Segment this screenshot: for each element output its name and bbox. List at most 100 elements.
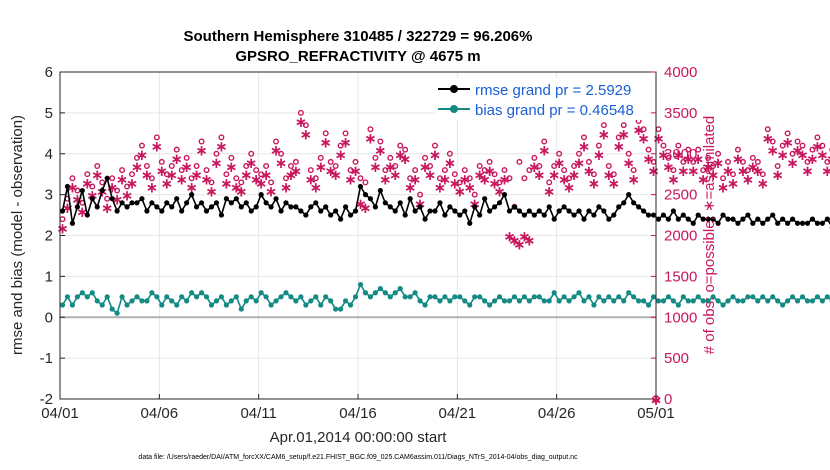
rmse-marker: [526, 208, 532, 214]
assimilated-obs-marker: ∗: [791, 143, 804, 160]
bias-marker: [362, 290, 369, 296]
rmse-marker: [134, 200, 140, 206]
bias-marker: [636, 298, 642, 304]
rmse-marker: [278, 208, 284, 214]
bias-marker: [382, 290, 388, 296]
possible-obs-marker: [382, 167, 389, 174]
rmse-marker: [785, 220, 791, 226]
bias-marker: [238, 306, 244, 312]
bias-marker: [189, 290, 195, 296]
possible-obs-marker: [397, 142, 404, 149]
possible-obs-marker: [734, 146, 741, 153]
possible-obs-marker: [143, 163, 150, 170]
bias-marker: [491, 298, 498, 304]
possible-obs-marker: [332, 163, 339, 170]
bias-marker: [179, 294, 185, 300]
possible-obs-marker: [168, 163, 175, 170]
bias-marker: [814, 294, 821, 300]
possible-obs-marker: [739, 158, 746, 165]
assimilated-obs-marker: ∗: [642, 151, 655, 168]
bias-marker: [640, 298, 647, 304]
possible-obs-marker: [422, 154, 429, 161]
bias-marker: [531, 294, 537, 300]
assimilated-obs-marker: ∗: [66, 179, 79, 196]
x-tick-label: 04/11: [240, 405, 276, 422]
possible-obs-marker: [531, 154, 538, 161]
assimilated-obs-marker: ∗: [518, 229, 531, 246]
possible-obs-marker: [273, 138, 280, 145]
rmse-marker: [645, 212, 652, 218]
assimilated-obs-marker: ∗: [424, 167, 437, 184]
bias-marker: [313, 294, 319, 300]
assimilated-obs-marker: ∗: [255, 175, 268, 192]
assimilated-obs-marker: ∗: [195, 143, 208, 160]
bias-marker: [323, 294, 329, 300]
rmse-marker: [243, 200, 249, 206]
bias-marker: [596, 294, 602, 300]
possible-obs-marker: [342, 130, 349, 137]
bias-marker: [149, 290, 155, 296]
possible-obs-marker: [461, 167, 468, 174]
assimilated-obs-marker: ∗: [627, 171, 640, 188]
possible-obs-marker: [814, 134, 821, 141]
assimilated-obs-marker: ∗: [533, 167, 546, 184]
assimilated-obs-marker: ∗: [56, 220, 69, 237]
bias-marker: [144, 298, 150, 304]
rmse-marker: [462, 208, 468, 214]
assimilated-obs-marker: ∗: [295, 114, 308, 131]
rmse-marker: [626, 192, 632, 198]
assimilated-obs-marker: ∗: [647, 163, 660, 180]
rmse-marker: [298, 208, 304, 214]
possible-obs-marker: [427, 163, 434, 170]
bias-marker: [546, 298, 552, 304]
possible-obs-marker: [133, 154, 140, 161]
bias-marker: [169, 298, 175, 304]
assimilated-obs-marker: ∗: [126, 175, 139, 192]
assimilated-obs-marker: ∗: [607, 175, 620, 192]
bias-marker: [824, 294, 830, 300]
bias-marker: [437, 298, 443, 304]
bias-marker: [442, 294, 448, 300]
possible-obs-marker: [178, 167, 185, 174]
rmse-marker: [571, 212, 577, 218]
possible-obs-marker: [690, 158, 697, 165]
possible-obs-marker: [148, 175, 155, 182]
assimilated-obs-marker: ∗: [558, 171, 571, 188]
bias-marker: [79, 290, 85, 296]
legend-bias-marker: [450, 105, 458, 113]
bias-marker: [482, 298, 488, 304]
rmse-marker: [536, 208, 542, 214]
assimilated-obs-marker: ∗: [568, 167, 581, 184]
rmse-marker: [208, 204, 215, 210]
rmse-marker: [442, 212, 448, 218]
rmse-marker: [457, 212, 463, 218]
bias-marker: [193, 294, 200, 300]
rmse-marker: [342, 204, 349, 210]
assimilated-obs-marker: ∗: [588, 175, 601, 192]
bias-marker: [780, 302, 786, 308]
rmse-marker: [89, 196, 95, 202]
assimilated-obs-marker: ∗: [667, 171, 680, 188]
possible-obs-marker: [744, 167, 751, 174]
x-tick-label: 04/01: [41, 405, 79, 422]
rmse-marker: [74, 204, 80, 210]
assimilated-obs-marker: ∗: [190, 167, 203, 184]
bias-marker: [422, 302, 428, 308]
rmse-marker: [740, 216, 746, 222]
bias-marker: [819, 298, 825, 304]
bias-marker: [501, 298, 508, 304]
rmse-marker: [392, 208, 398, 214]
assimilated-obs-marker: ∗: [156, 163, 169, 180]
assimilated-obs-marker: ∗: [687, 163, 700, 180]
possible-obs-marker: [566, 175, 573, 182]
bias-marker: [511, 294, 518, 300]
bias-marker: [462, 298, 468, 304]
rmse-marker: [680, 212, 686, 218]
assimilated-obs-marker: ∗: [617, 126, 630, 143]
possible-obs-marker: [541, 138, 548, 145]
assimilated-obs-marker: ∗: [747, 159, 760, 176]
bias-marker: [586, 294, 592, 300]
assimilated-obs-marker: ∗: [339, 134, 352, 151]
bias-marker: [675, 302, 681, 308]
rmse-marker: [79, 187, 85, 194]
